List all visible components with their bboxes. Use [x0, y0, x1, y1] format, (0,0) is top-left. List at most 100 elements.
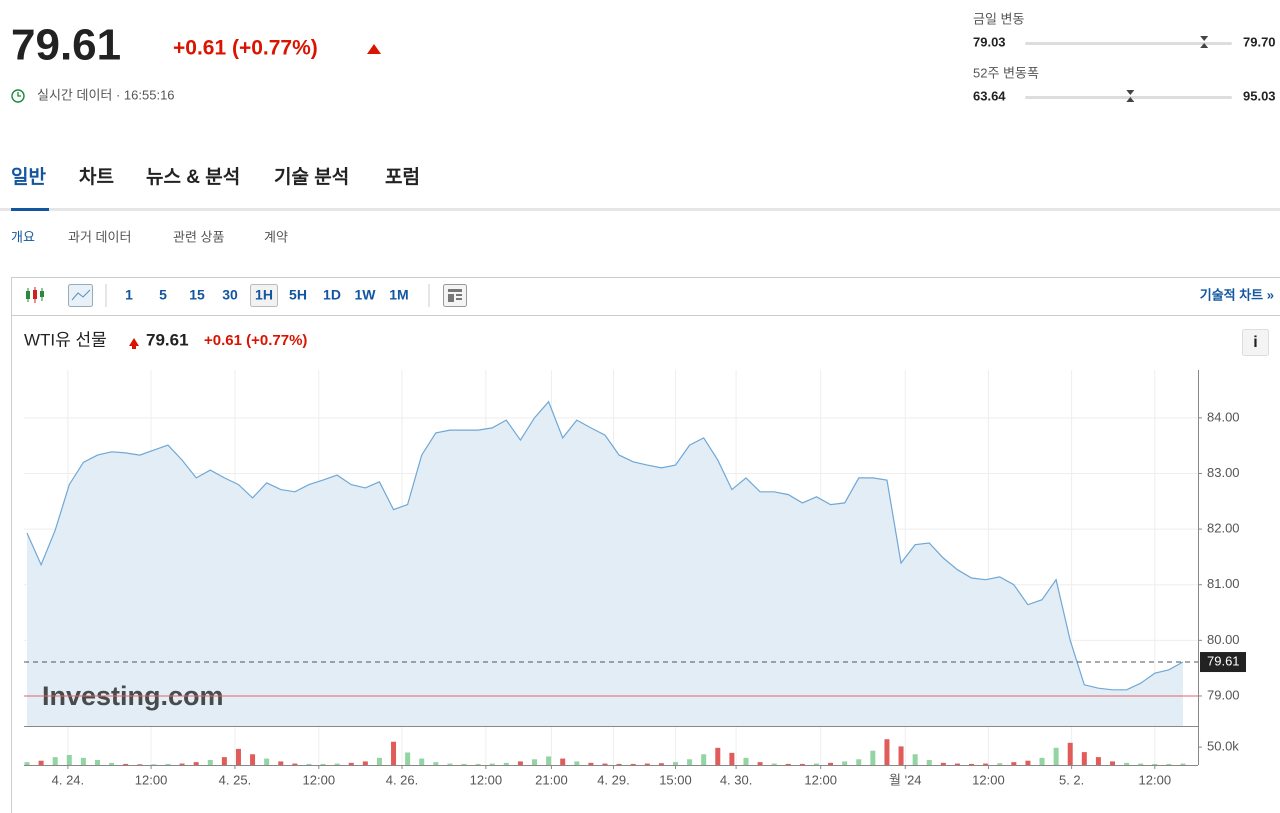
volume-bar	[250, 754, 256, 765]
tab[interactable]: 포럼	[385, 166, 420, 188]
volume-bar	[602, 763, 608, 765]
volume-bar	[672, 762, 678, 765]
volume-bar	[66, 754, 72, 765]
range-label: 52주 변동폭	[973, 65, 1039, 80]
info-icon[interactable]: i	[1253, 334, 1257, 351]
volume-bar	[80, 757, 86, 765]
subtab[interactable]: 과거 데이터	[68, 229, 131, 244]
clock-icon	[11, 89, 25, 103]
volume-bar	[391, 741, 397, 765]
chart-frame	[11, 277, 1280, 813]
volume-bar	[1110, 761, 1116, 765]
candle-icon[interactable]	[26, 287, 44, 303]
x-tick-label: 4. 24.	[52, 772, 85, 787]
tabs: 일반 차트 뉴스 & 분석 기술 분석 포럼	[11, 166, 420, 188]
volume-bar	[52, 757, 58, 765]
interval[interactable]: 1M	[389, 287, 408, 303]
interval[interactable]: 1H	[255, 287, 273, 303]
volume-bar	[715, 747, 721, 765]
volume-bar	[1138, 763, 1144, 765]
range-marker	[1200, 36, 1209, 48]
subtab[interactable]: 개요	[11, 229, 35, 244]
volume-bar	[898, 746, 904, 765]
volume-bar	[1124, 762, 1130, 765]
tab[interactable]: 뉴스 & 분석	[146, 166, 240, 188]
intervals: 1 5 15 30 1H 5H 1D 1W 1M	[125, 284, 409, 307]
interval[interactable]: 5H	[289, 287, 307, 303]
volume-bar	[517, 761, 523, 765]
volume-bar	[221, 757, 227, 765]
volume-tick-label: 50.0k	[1207, 739, 1239, 754]
x-tick-label: 12:00	[804, 772, 837, 787]
volume-bar	[1053, 747, 1059, 765]
y-tick-label: 84.00	[1207, 409, 1240, 424]
volume-bar	[870, 750, 876, 765]
tab-underline	[11, 208, 49, 211]
volume-bar	[546, 756, 552, 765]
volume-bar	[658, 763, 664, 765]
volume-bar	[799, 763, 805, 765]
tab-divider	[0, 208, 1280, 211]
volume-bar	[137, 764, 143, 765]
range-low: 79.03	[973, 34, 1006, 49]
volume-bar	[940, 762, 946, 765]
range-high: 95.03	[1243, 88, 1276, 103]
price-line	[26, 400, 1184, 691]
volume-bar	[912, 754, 918, 765]
volume-bar	[644, 763, 650, 765]
volume-bar	[630, 763, 636, 765]
volume-bar	[1025, 760, 1031, 765]
technical-chart-link[interactable]: 기술적 차트 »	[1200, 287, 1274, 302]
info-button[interactable]	[1242, 329, 1269, 356]
plot: 79.0080.0081.0082.0083.0084.00Investing.…	[24, 370, 1246, 787]
interval[interactable]: 15	[189, 287, 205, 303]
interval[interactable]: 1D	[323, 287, 341, 303]
y-tick-label: 82.00	[1207, 521, 1240, 536]
volume-bar	[842, 761, 848, 765]
volume-bar	[1152, 763, 1158, 765]
chart-price: 79.61	[146, 330, 189, 349]
subtab[interactable]: 관련 상품	[173, 229, 224, 244]
status: 실시간 데이터 · 16:55:16	[37, 87, 175, 102]
subtab[interactable]: 계약	[264, 229, 288, 244]
y-tick-label: 83.00	[1207, 465, 1240, 480]
volume-bar	[588, 762, 594, 765]
volume-bar	[433, 762, 439, 765]
tab[interactable]: 차트	[79, 166, 114, 188]
volume-bar	[729, 752, 735, 765]
volume-bar	[560, 758, 566, 765]
price: 79.61	[11, 21, 121, 70]
volume-bar	[292, 763, 298, 765]
volume-bar	[1067, 742, 1073, 765]
interval[interactable]: 1W	[355, 287, 377, 303]
x-tick-label: 12:00	[135, 772, 168, 787]
x-tick-label: 12:00	[1139, 772, 1172, 787]
volume-bar	[362, 761, 368, 765]
interval[interactable]: 5	[159, 287, 167, 303]
volume-bar	[954, 763, 960, 765]
volume-bar	[1166, 763, 1172, 765]
volume-bar	[151, 764, 157, 765]
x-tick-label: 15:00	[659, 772, 692, 787]
tab[interactable]: 일반	[11, 166, 46, 188]
range-track	[1025, 96, 1232, 99]
y-tick-label: 80.00	[1207, 632, 1240, 647]
volume-bar	[461, 763, 467, 765]
range-high: 79.70	[1243, 34, 1276, 49]
range-marker	[1126, 90, 1135, 102]
chart-title: WTI유 선물	[24, 330, 107, 349]
volume-bar	[1081, 752, 1087, 765]
interval[interactable]: 30	[222, 287, 238, 303]
volume-bar	[828, 762, 834, 765]
x-tick-label: 4. 30.	[720, 772, 753, 787]
area-icon[interactable]	[68, 284, 93, 307]
layout-icon[interactable]	[443, 284, 467, 307]
volume-bar	[884, 739, 890, 765]
volume-bar	[574, 761, 580, 765]
range-track	[1025, 42, 1232, 45]
tab[interactable]: 기술 분석	[274, 166, 349, 188]
volume-bar	[503, 762, 509, 765]
volume-bar	[24, 762, 30, 765]
interval[interactable]: 1	[125, 287, 133, 303]
